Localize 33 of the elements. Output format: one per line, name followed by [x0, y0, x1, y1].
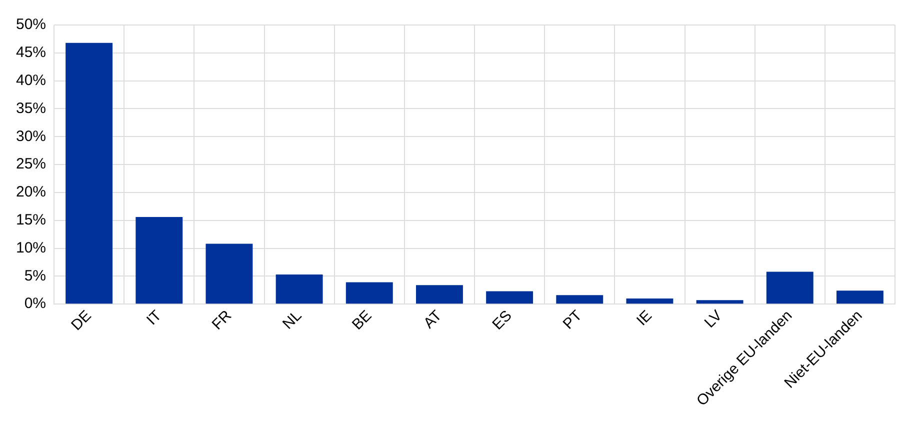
bar	[66, 42, 113, 304]
x-tick-label: AT	[420, 307, 446, 332]
y-tick-label: 25%	[16, 156, 46, 173]
y-tick-label: 35%	[16, 100, 46, 117]
x-tick-label: LV	[701, 307, 726, 332]
bar	[206, 244, 253, 304]
bar	[626, 298, 674, 304]
x-tick-label: IE	[633, 307, 656, 330]
bar	[556, 295, 604, 304]
bar	[836, 290, 884, 304]
x-tick-label: DE	[68, 307, 95, 334]
x-tick-label: BE	[348, 307, 376, 334]
x-tick-label: ES	[489, 307, 516, 334]
bar	[486, 291, 534, 304]
x-tick-label: FR	[208, 307, 236, 334]
x-tick-label: IT	[143, 307, 165, 329]
y-tick-label: 20%	[16, 184, 46, 201]
y-tick-label: 40%	[16, 72, 46, 89]
bar	[416, 285, 463, 304]
y-tick-label: 30%	[16, 128, 46, 145]
y-tick-label: 10%	[16, 239, 46, 256]
bar	[696, 300, 744, 304]
y-tick-label: 45%	[16, 44, 46, 62]
bar	[136, 217, 183, 304]
bar	[766, 272, 814, 304]
y-tick-label: 15%	[16, 211, 46, 228]
y-tick-label: 5%	[24, 267, 46, 284]
bar	[346, 282, 393, 304]
bar	[276, 274, 323, 304]
y-tick-label: 50%	[16, 16, 46, 34]
x-tick-label: NL	[279, 307, 306, 333]
x-tick-label: PT	[560, 307, 586, 333]
y-tick-label: 0%	[24, 295, 46, 312]
